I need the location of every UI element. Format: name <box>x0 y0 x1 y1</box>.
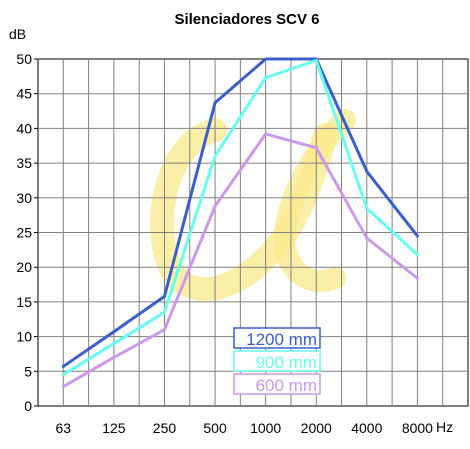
y-tick-label: 10 <box>16 329 32 345</box>
data-point <box>264 57 268 61</box>
y-tick-label: 0 <box>24 398 32 414</box>
data-point <box>61 385 65 389</box>
chart-title: Silenciadores SCV 6 <box>174 11 319 28</box>
data-point <box>365 206 369 210</box>
x-axis-unit: Hz <box>436 419 453 435</box>
data-point <box>162 328 166 332</box>
y-tick-label: 30 <box>16 190 32 206</box>
y-tick-label: 35 <box>16 155 32 171</box>
x-tick-label: 1000 <box>250 420 281 436</box>
legend-label: 600 mm <box>256 376 317 395</box>
x-tick-label: 2000 <box>301 420 332 436</box>
alpha-watermark-logo <box>150 109 356 302</box>
y-tick-label: 50 <box>16 51 32 67</box>
y-tick-label: 5 <box>24 363 32 379</box>
y-axis-unit: dB <box>9 26 26 42</box>
series-line-600-mm <box>62 132 419 388</box>
data-point <box>61 364 65 368</box>
series-lines <box>61 57 419 389</box>
data-point <box>61 373 65 377</box>
y-tick-label: 25 <box>16 225 32 241</box>
legend-box <box>233 350 321 372</box>
legend-label: 1200 mm <box>246 330 317 349</box>
x-tick-label: 500 <box>203 420 227 436</box>
data-point <box>314 58 318 62</box>
data-point <box>112 342 116 346</box>
legend-box <box>233 327 321 349</box>
x-tick-label: 8000 <box>402 420 433 436</box>
data-point <box>415 234 419 238</box>
data-point <box>162 294 166 298</box>
x-tick-label: 250 <box>153 420 177 436</box>
data-point <box>112 355 116 359</box>
data-point <box>415 276 419 280</box>
data-point <box>213 204 217 208</box>
data-point <box>112 330 116 334</box>
series-line-1200-mm <box>62 57 419 368</box>
legend-box <box>233 373 321 395</box>
legend: 1200 mm 900 mm 600 mm <box>233 327 321 395</box>
data-point <box>162 310 166 314</box>
data-point <box>415 253 419 257</box>
data-point <box>365 169 369 173</box>
x-tick-label: 125 <box>102 420 126 436</box>
y-tick-label: 40 <box>16 120 32 136</box>
data-point <box>264 132 268 136</box>
data-point <box>365 236 369 240</box>
x-axis-ticks: 63 125 250 500 1000 2000 4000 8000 <box>56 420 434 436</box>
data-point <box>213 154 217 158</box>
x-tick-label: 4000 <box>351 420 382 436</box>
y-tick-label: 20 <box>16 259 32 275</box>
legend-label: 900 mm <box>256 353 317 372</box>
y-tick-label: 15 <box>16 294 32 310</box>
x-tick-label: 63 <box>56 420 72 436</box>
y-axis-ticks: 0 5 10 15 20 25 30 35 40 45 50 <box>16 51 38 414</box>
data-point <box>314 146 318 150</box>
y-tick-label: 45 <box>16 86 32 102</box>
series-line-900-mm <box>62 58 419 377</box>
watermark-stroke-tail <box>273 109 356 292</box>
data-point <box>213 101 217 105</box>
data-point <box>264 76 268 80</box>
